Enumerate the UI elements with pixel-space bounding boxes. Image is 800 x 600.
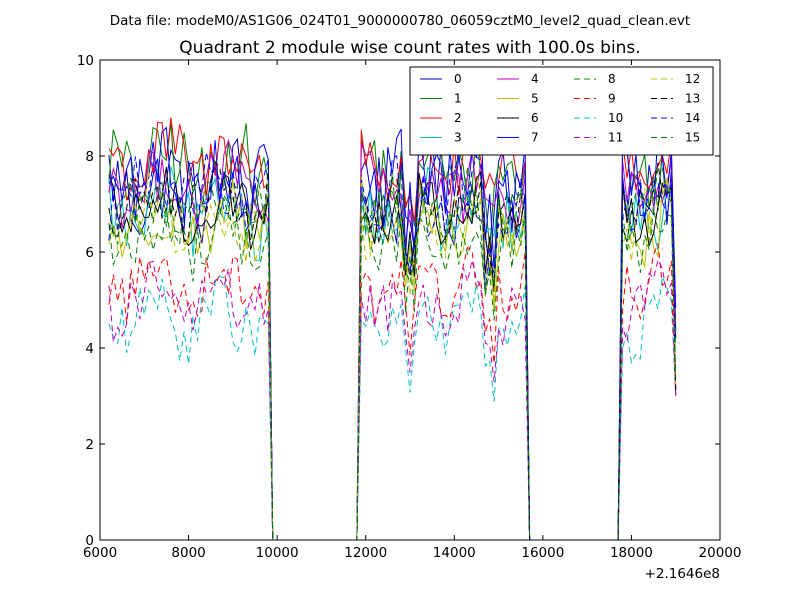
axes-layer: 6000 8000 10000 12000 14000 16000 18000 20000 0 2… (77, 53, 742, 561)
series-line-2 (108, 117, 677, 541)
legend-label-4: 4 (531, 72, 539, 86)
legend-label-0: 0 (454, 72, 462, 86)
series-line-10 (108, 274, 677, 541)
legend-label-2: 2 (454, 111, 462, 125)
x-tick-label: 14000 (433, 545, 476, 561)
series-line-0 (108, 133, 677, 541)
series-line-15 (108, 167, 677, 541)
plot-frame (99, 59, 721, 541)
legend-label-7: 7 (531, 131, 539, 145)
legend-box (409, 66, 714, 156)
series-line-1 (108, 123, 677, 541)
series-line-4 (108, 138, 677, 541)
y-tick-label: 0 (85, 533, 94, 549)
chart-suptitle: Data file: modeM0/AS1G06_024T01_90000007… (110, 13, 690, 29)
legend-label-3: 3 (454, 131, 462, 145)
legend-label-8: 8 (608, 72, 616, 86)
legend-label-1: 1 (454, 92, 462, 106)
x-tick-label: 20000 (699, 545, 742, 561)
legend-label-12: 12 (685, 72, 700, 86)
legend-label-10: 10 (608, 111, 623, 125)
legend-label-13: 13 (685, 92, 700, 106)
x-tick-label: 8000 (171, 545, 205, 561)
series-line-14 (108, 151, 677, 541)
series-line-13 (108, 160, 677, 541)
x-tick-label: 10000 (256, 545, 299, 561)
y-tick-label: 2 (85, 437, 94, 453)
legend-label-15: 15 (685, 131, 700, 145)
series-line-11 (108, 258, 677, 541)
chart-title: Quadrant 2 module wise count rates with … (179, 38, 640, 58)
x-tick-label: 16000 (521, 545, 564, 561)
y-tick-label: 8 (85, 149, 94, 165)
y-tick-label: 10 (77, 53, 94, 69)
x-offset-label: +2.1646e8 (645, 566, 720, 582)
legend-label-11: 11 (608, 131, 623, 145)
x-tick-label: 18000 (610, 545, 653, 561)
legend-label-14: 14 (685, 111, 700, 125)
series-line-9 (108, 243, 677, 541)
legend-label-6: 6 (531, 111, 539, 125)
series-layer (108, 116, 677, 541)
y-tick-label: 4 (85, 341, 94, 357)
x-tick-label: 12000 (344, 545, 387, 561)
legend-label-5: 5 (531, 92, 539, 106)
series-line-8 (108, 197, 677, 541)
y-tick-label: 6 (85, 245, 94, 261)
x-tick-label: 6000 (83, 545, 117, 561)
legend-label-9: 9 (608, 92, 616, 106)
